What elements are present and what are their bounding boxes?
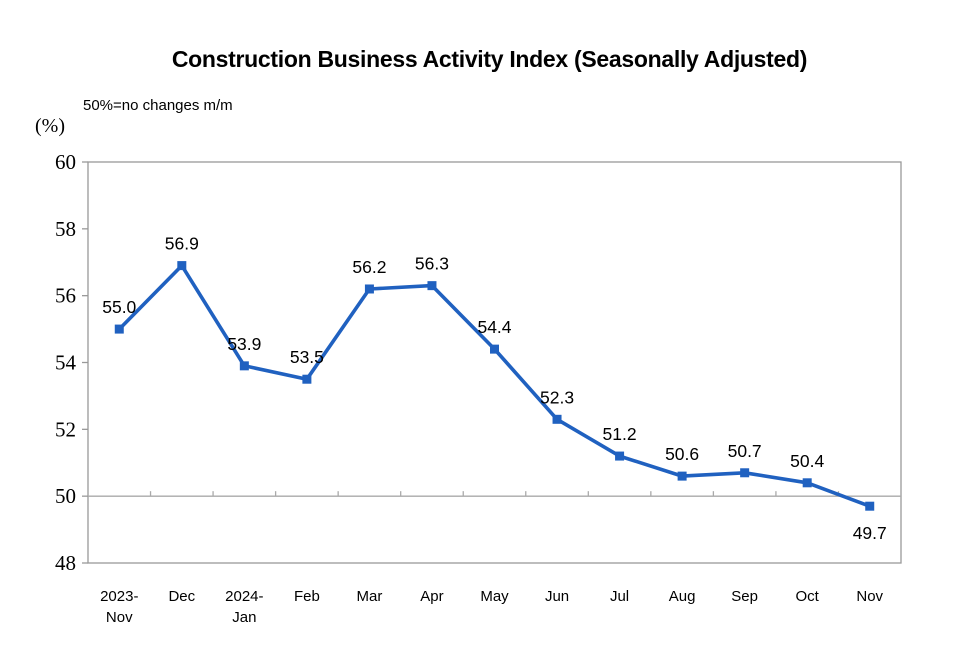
data-point-marker (364, 284, 374, 294)
data-point-marker (552, 414, 562, 424)
data-point-marker (114, 324, 124, 334)
data-point-label: 52.3 (540, 387, 574, 407)
x-axis-tick-label: Oct (796, 588, 820, 605)
x-axis-tick-label: May (480, 588, 509, 605)
data-point-marker (239, 361, 249, 371)
x-axis-tick-label: Sep (731, 588, 758, 605)
data-point-marker (865, 501, 875, 511)
x-axis-tick-label: Aug (669, 588, 696, 605)
x-axis-tick-label: Nov (856, 588, 883, 605)
y-axis-unit-label: (%) (35, 115, 65, 137)
data-point-marker (802, 478, 812, 488)
data-point-label: 49.7 (853, 523, 887, 543)
x-axis-tick-label: Dec (168, 588, 195, 605)
x-axis-tick-label: Mar (357, 588, 383, 605)
data-point-marker (427, 281, 437, 291)
data-point-label: 56.9 (165, 234, 199, 254)
y-axis-tick-label: 60 (55, 150, 76, 174)
data-point-label: 53.9 (227, 334, 261, 354)
y-axis-tick-label: 56 (55, 284, 76, 308)
data-point-label: 55.0 (102, 297, 136, 317)
x-axis-tick-label: 2024-Jan (225, 588, 263, 626)
data-point-label: 56.3 (415, 254, 449, 274)
chart-note: 50%=no changes m/m (83, 97, 233, 114)
data-point-label: 51.2 (603, 424, 637, 444)
series-line (117, 263, 872, 509)
x-axis-tick-label: 2023-Nov (100, 588, 138, 626)
data-point-label: 50.4 (790, 451, 824, 471)
data-point-label: 54.4 (477, 317, 511, 337)
x-axis-tick-label: Jun (545, 588, 569, 605)
data-point-marker (490, 344, 499, 354)
data-point-marker (615, 451, 625, 461)
x-axis-tick-label: Apr (420, 588, 443, 605)
data-point-label: 53.5 (290, 347, 324, 367)
x-axis-tick-label: Jul (610, 588, 629, 605)
y-axis-tick-label: 58 (55, 217, 76, 241)
chart-title: Construction Business Activity Index (Se… (171, 46, 808, 72)
data-point-marker (177, 261, 187, 271)
data-point-label: 56.2 (352, 257, 386, 277)
data-point-label: 50.7 (728, 441, 762, 461)
data-point-marker (677, 471, 687, 481)
y-axis-tick-label: 50 (55, 484, 76, 508)
y-axis-tick-label: 54 (55, 351, 77, 375)
x-axis-tick-label: Feb (294, 588, 320, 605)
plot-border (87, 161, 902, 564)
data-point-marker (740, 468, 750, 478)
y-axis-tick-label: 48 (55, 551, 76, 575)
data-point-marker (302, 374, 312, 384)
data-point-label: 50.6 (665, 444, 699, 464)
y-axis-tick-label: 52 (55, 417, 76, 441)
